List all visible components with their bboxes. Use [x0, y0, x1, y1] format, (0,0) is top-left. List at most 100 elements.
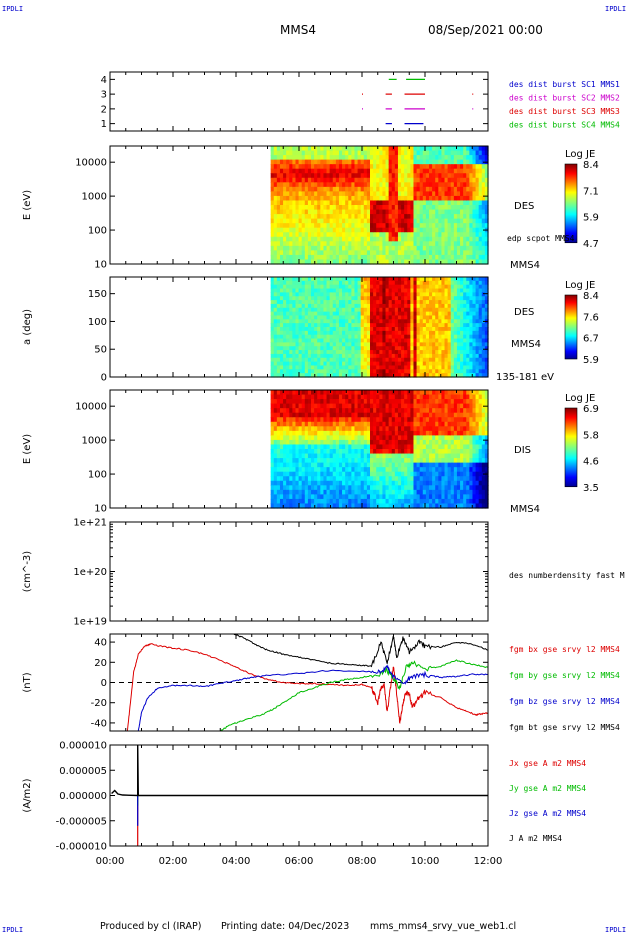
spectrogram-cell	[338, 435, 343, 441]
spectrogram-cell	[478, 292, 483, 297]
spectrogram-cell	[323, 218, 328, 224]
spectrogram-cell	[394, 503, 399, 509]
spectrogram-cell	[388, 223, 393, 229]
spectrogram-cell	[279, 284, 284, 290]
spectrogram-cell	[382, 164, 387, 170]
spectrogram-cell	[478, 214, 483, 220]
spectrogram-cell	[404, 369, 408, 374]
spectrogram-cell	[289, 296, 293, 301]
spectrogram-cell	[320, 195, 325, 202]
spectrogram-cell	[450, 277, 455, 282]
spectrogram-cell	[370, 435, 374, 441]
spectrogram-cell	[320, 300, 325, 305]
spectrogram-cell	[276, 444, 281, 450]
spectrogram-cell	[332, 342, 337, 347]
spectrogram-cell	[425, 373, 430, 378]
spectrogram-cell	[382, 330, 387, 336]
spectrogram-cell	[376, 186, 380, 192]
spectrogram-cell	[338, 485, 343, 491]
spectrogram-cell	[432, 241, 436, 247]
spectrogram-cell	[397, 426, 402, 432]
spectrogram-cell	[422, 323, 427, 328]
spectrogram-cell	[441, 250, 446, 256]
spectrogram-cell	[379, 365, 384, 370]
spectrogram-cell	[273, 476, 278, 482]
spectrogram-cell	[323, 280, 328, 286]
spectrogram-cell	[304, 361, 309, 367]
spectrogram-cell	[289, 200, 293, 206]
spectrogram-cell	[292, 177, 297, 183]
spectrogram-cell	[456, 303, 461, 309]
spectrogram-cell	[317, 205, 321, 211]
spectrogram-cell	[460, 346, 464, 351]
spectrogram-cell	[323, 214, 328, 220]
spectrogram-cell	[307, 417, 312, 423]
spectrogram-cell	[401, 245, 405, 251]
spectrogram-cell	[276, 403, 281, 409]
spectrogram-cell	[401, 430, 405, 436]
spectrogram-cell	[326, 444, 331, 450]
spectrogram-cell	[460, 288, 464, 293]
spectrogram-cell	[338, 453, 343, 459]
spectrogram-cell	[422, 159, 427, 165]
spectrogram-cell	[401, 146, 405, 152]
spectrogram-cell	[345, 426, 349, 432]
spectrogram-cell	[276, 430, 281, 436]
spectrogram-cell	[379, 209, 384, 215]
spectrogram-cell	[416, 342, 421, 347]
spectrogram-cell	[304, 227, 309, 233]
spectrogram-cell	[273, 449, 278, 455]
spectrogram-cell	[472, 186, 477, 192]
spectrogram-cell	[391, 365, 396, 370]
spectrogram-cell	[273, 307, 278, 313]
spectrogram-cell	[317, 471, 321, 477]
spectrogram-cell	[342, 284, 346, 290]
spectrogram-cell	[283, 186, 287, 192]
des-pitch-panel-colorbar-tick: 5.9	[583, 355, 599, 366]
spectrogram-cell	[307, 480, 312, 486]
spectrogram-cell	[348, 227, 352, 233]
spectrogram-cell	[472, 280, 477, 286]
spectrogram-cell	[314, 494, 318, 500]
spectrogram-cell	[388, 390, 393, 396]
spectrogram-cell	[388, 277, 393, 282]
spectrogram-cell	[301, 288, 306, 293]
spectrogram-cell	[363, 449, 368, 455]
spectrogram-cell	[363, 323, 368, 328]
spectrogram-cell	[338, 390, 343, 396]
spectrogram-cell	[335, 218, 340, 224]
spectrogram-cell	[326, 330, 331, 336]
spectrogram-cell	[329, 353, 334, 359]
spectrogram-cell	[472, 250, 477, 256]
spectrogram-cell	[401, 485, 405, 491]
spectrogram-cell	[298, 155, 303, 161]
spectrogram-cell	[329, 453, 334, 459]
spectrogram-cell	[301, 254, 306, 261]
spectrogram-cell	[394, 254, 399, 261]
spectrogram-cell	[450, 254, 455, 261]
spectrogram-cell	[425, 353, 430, 359]
spectrogram-cell	[345, 284, 349, 290]
spectrogram-cell	[460, 296, 464, 301]
spectrogram-cell	[354, 292, 359, 297]
spectrogram-cell	[397, 365, 402, 370]
spectrogram-cell	[397, 503, 402, 509]
spectrogram-cell	[450, 284, 455, 290]
spectrogram-cell	[273, 250, 278, 256]
spectrogram-cell	[298, 296, 303, 301]
spectrogram-cell	[388, 195, 393, 202]
spectrogram-cell	[481, 284, 486, 290]
spectrogram-cell	[453, 350, 458, 355]
spectrogram-cell	[320, 232, 325, 238]
spectrogram-cell	[311, 214, 315, 220]
spectrogram-cell	[289, 435, 293, 441]
spectrogram-cell	[342, 453, 346, 459]
spectrogram-cell	[301, 480, 306, 486]
spectrogram-cell	[456, 373, 461, 378]
spectrogram-cell	[338, 334, 343, 340]
spectrogram-cell	[342, 173, 346, 179]
spectrogram-cell	[373, 471, 377, 477]
spectrogram-cell	[307, 173, 312, 179]
spectrogram-cell	[283, 277, 287, 282]
spectrogram-cell	[407, 177, 411, 183]
